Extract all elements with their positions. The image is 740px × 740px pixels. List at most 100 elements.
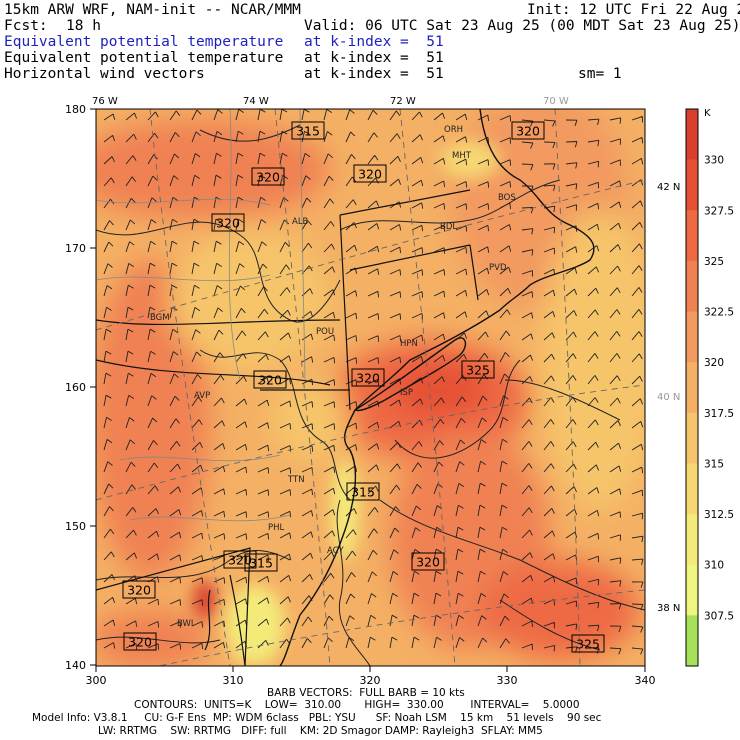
city-mht: MHT bbox=[452, 151, 472, 161]
city-avp: AVP bbox=[194, 391, 210, 401]
colorbar-swatch bbox=[686, 159, 698, 211]
contour-label: 320 bbox=[511, 121, 545, 140]
field-2-level: at k-index = 51 bbox=[304, 50, 444, 66]
x-tick-310: 310 bbox=[223, 674, 244, 687]
colorbar-label: 325 bbox=[704, 256, 724, 268]
city-alb: ALB bbox=[292, 217, 309, 227]
contour-label: 320 bbox=[122, 580, 156, 599]
lat-label-38n: 38 N bbox=[657, 603, 680, 614]
svg-text:315: 315 bbox=[296, 124, 320, 139]
svg-text:315: 315 bbox=[249, 556, 273, 571]
contour-label: 320 bbox=[123, 632, 157, 651]
y-tick-140: 140 bbox=[65, 659, 86, 672]
wind-barbs bbox=[103, 109, 644, 655]
colorbar-frame bbox=[685, 108, 699, 667]
colorbar-label: 310 bbox=[704, 560, 724, 572]
colorbar-label: 315 bbox=[704, 458, 724, 470]
x-tick-320: 320 bbox=[360, 674, 381, 687]
colorbar-label: 330 bbox=[704, 155, 724, 167]
colorbar-swatch bbox=[686, 615, 698, 667]
lon-label-72w: 72 W bbox=[390, 96, 416, 107]
colorbar-unit: K bbox=[704, 108, 711, 119]
city-isp: ISP bbox=[400, 388, 413, 398]
colorbar: 330 327.5 325 322.5 320 317.5 315 312.5 310 307.5 bbox=[685, 108, 734, 667]
contour-label: 315 bbox=[346, 482, 380, 501]
smoothing-label: sm= 1 bbox=[578, 66, 622, 82]
contour-label: 320 bbox=[253, 370, 287, 389]
city-acy: ACY bbox=[327, 546, 344, 556]
city-bdl: BDL bbox=[440, 222, 457, 232]
y-tick-160: 160 bbox=[65, 381, 86, 394]
x-tick-340: 340 bbox=[635, 674, 656, 687]
svg-text:320: 320 bbox=[356, 371, 380, 386]
svg-text:325: 325 bbox=[576, 637, 600, 652]
wind-barb-paths bbox=[103, 109, 644, 655]
y-tick-150: 150 bbox=[65, 520, 86, 533]
svg-text:320: 320 bbox=[256, 170, 280, 185]
colorbar-swatch bbox=[686, 412, 698, 464]
forecast-hour: 18 h bbox=[66, 18, 101, 34]
svg-text:320: 320 bbox=[516, 124, 540, 139]
svg-text:315: 315 bbox=[351, 485, 375, 500]
city-pvd: PVD bbox=[489, 263, 507, 273]
svg-text:320: 320 bbox=[416, 555, 440, 570]
svg-text:320: 320 bbox=[216, 216, 240, 231]
city-ttn: TTN bbox=[287, 475, 305, 485]
svg-text:320: 320 bbox=[127, 583, 151, 598]
colorbar-swatch bbox=[686, 311, 698, 363]
coastlines-and-borders bbox=[96, 109, 595, 666]
contour-label: 320 bbox=[211, 213, 245, 232]
lat-label-42n: 42 N bbox=[657, 182, 680, 193]
lat-label-40n: 40 N bbox=[657, 392, 680, 403]
colorbar-swatch bbox=[686, 564, 698, 616]
field-3-level: at k-index = 51 bbox=[304, 66, 444, 82]
contour-label: 320 bbox=[351, 368, 385, 387]
colorbar-label: 327.5 bbox=[704, 205, 734, 217]
footer-model-info-1: Model Info: V3.8.1 CU: G-F Ens MP: WDM 6… bbox=[32, 712, 602, 724]
colorbar-swatch bbox=[686, 109, 698, 161]
city-bos: BOS bbox=[498, 193, 516, 203]
colorbar-label: 322.5 bbox=[704, 307, 734, 319]
lon-label-70w: 70 W bbox=[543, 96, 569, 107]
lon-label-74w: 74 W bbox=[243, 96, 269, 107]
colorbar-swatch bbox=[686, 210, 698, 262]
colorbar-swatch bbox=[686, 362, 698, 414]
svg-text:325: 325 bbox=[466, 363, 490, 378]
field-2-name: Equivalent potential temperature bbox=[4, 50, 284, 66]
colorbar-label: 312.5 bbox=[704, 509, 734, 521]
contour-label: 325 bbox=[461, 360, 495, 379]
x-tick-330: 330 bbox=[497, 674, 518, 687]
x-tick-300: 300 bbox=[86, 674, 107, 687]
city-pou: POU bbox=[316, 327, 334, 337]
axis-ticks bbox=[90, 108, 646, 672]
colorbar-label: 320 bbox=[704, 357, 724, 369]
footer-model-info-2: LW: RRTMG SW: RRTMG DIFF: full KM: 2D Sm… bbox=[98, 725, 543, 737]
colorbar-label: 317.5 bbox=[704, 408, 734, 420]
contour-label: 315 bbox=[244, 553, 278, 572]
footer-barbs: BARB VECTORS: FULL BARB = 10 kts bbox=[267, 687, 465, 699]
lat-lon-gridlines bbox=[96, 109, 645, 666]
svg-text:320: 320 bbox=[358, 167, 382, 182]
city-bwi: BWI bbox=[177, 619, 193, 629]
theta-e-field bbox=[96, 109, 645, 666]
forecast-label: Fcst: bbox=[4, 18, 48, 34]
city-labels: ORH MHT BOS ALB BDL PVD BGM POU HPN ISP … bbox=[150, 125, 516, 629]
y-tick-170: 170 bbox=[65, 242, 86, 255]
city-bgm: BGM bbox=[150, 313, 170, 323]
field-3-name: Horizontal wind vectors bbox=[4, 66, 205, 82]
colorbar-label: 307.5 bbox=[704, 610, 734, 622]
model-title: 15km ARW WRF, NAM-init -- NCAR/MMM bbox=[4, 2, 301, 18]
contour-label: 315 bbox=[291, 121, 325, 140]
lon-label-76w: 76 W bbox=[92, 96, 118, 107]
city-orh: ORH bbox=[444, 125, 463, 135]
valid-time: Valid: 06 UTC Sat 23 Aug 25 (00 MDT Sat … bbox=[304, 18, 740, 34]
svg-text:320: 320 bbox=[228, 553, 252, 568]
svg-text:320: 320 bbox=[258, 373, 282, 388]
footer-contours: CONTOURS: UNITS=K LOW= 310.00 HIGH= 330.… bbox=[134, 699, 580, 711]
svg-text:320: 320 bbox=[128, 635, 152, 650]
theta-e-contours bbox=[96, 124, 645, 666]
contour-label: 320 bbox=[353, 164, 387, 183]
contour-label: 320 bbox=[251, 167, 285, 186]
